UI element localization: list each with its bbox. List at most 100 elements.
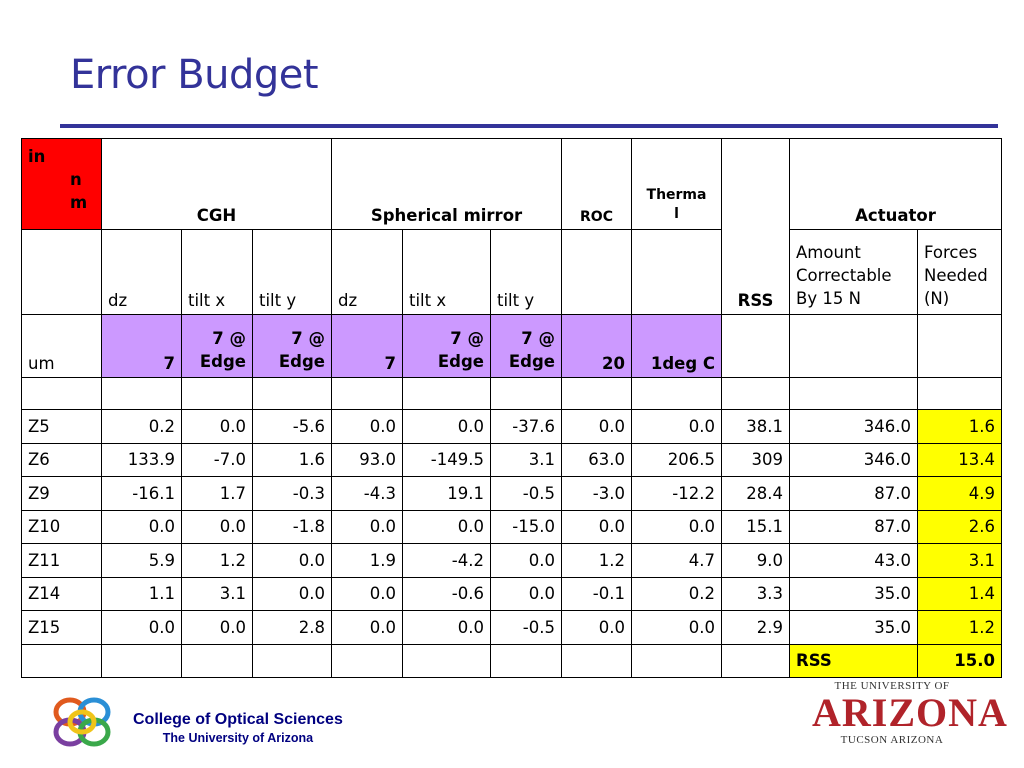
value-cell: 0.0: [331, 409, 403, 444]
value-cell: 309: [721, 442, 790, 477]
row-label: Z10: [21, 509, 102, 544]
total-rss-value: 15.0: [917, 643, 1002, 678]
value-cell: 0.0: [402, 409, 491, 444]
value-cell: 0.0: [331, 576, 403, 611]
forces-needed-cell: 4.9: [917, 476, 1002, 511]
value-cell: 206.5: [631, 442, 722, 477]
table-row: Z6 133.9 -7.0 1.6 93.0 -149.5 3.1 63.0 206.5 309 3…: [21, 442, 1002, 477]
value-cell: -0.5: [490, 610, 562, 645]
corner-n: n: [70, 170, 82, 190]
value-cell: 0.0: [402, 610, 491, 645]
value-cell: 0.2: [101, 409, 182, 444]
value-cell: -0.6: [402, 576, 491, 611]
table-row: Z9 -16.1 1.7 -0.3 -4.3 19.1 -0.5 -3.0 -12.2 28.4 8…: [21, 476, 1002, 511]
value-cell: 4.7: [631, 543, 722, 578]
actuator-header: Actuator: [789, 138, 1002, 230]
zernike-rows: Z5 0.2 0.0 -5.6 0.0 0.0 -37.6 0.0 0.0 38.1 346.0 1.…: [21, 409, 1002, 645]
value-cell: -0.1: [561, 576, 632, 611]
amount-correctable-header: Amount Correctable By 15 N: [789, 229, 918, 315]
sph-dz-header: dz: [331, 229, 403, 315]
value-cell: 35.0: [789, 610, 918, 645]
tol-roc: 20: [561, 314, 632, 378]
value-cell: 15.1: [721, 509, 790, 544]
row-label: Z11: [21, 543, 102, 578]
value-cell: 2.8: [252, 610, 332, 645]
value-cell: 3.1: [490, 442, 562, 477]
tolerance-row: um 7 7 @ Edge 7 @ Edge 7 7 @ Edge 7 @ Ed…: [21, 314, 1002, 378]
value-cell: 0.0: [631, 509, 722, 544]
value-cell: 0.0: [252, 543, 332, 578]
value-cell: 0.0: [101, 509, 182, 544]
table-row: Z15 0.0 0.0 2.8 0.0 0.0 -0.5 0.0 0.0 2.9 35.0 1.2: [21, 610, 1002, 645]
value-cell: 63.0: [561, 442, 632, 477]
sph-tilt-x-header: tilt x: [402, 229, 491, 315]
row-label: Z6: [21, 442, 102, 477]
forces-needed-cell: 1.6: [917, 409, 1002, 444]
value-cell: 0.0: [561, 409, 632, 444]
row-label: Z14: [21, 576, 102, 611]
ua-logo-main: ARIZONA: [812, 690, 1008, 735]
ua-logo-bottom: TUCSON ARIZONA: [840, 734, 944, 746]
value-cell: -15.0: [490, 509, 562, 544]
tol-sph-dz: 7: [331, 314, 403, 378]
table-row: Z10 0.0 0.0 -1.8 0.0 0.0 -15.0 0.0 0.0 15.1 87.0 2.…: [21, 509, 1002, 544]
value-cell: -4.2: [402, 543, 491, 578]
value-cell: 0.0: [561, 509, 632, 544]
value-cell: -37.6: [490, 409, 562, 444]
tol-rss-empty: [721, 314, 790, 378]
value-cell: 28.4: [721, 476, 790, 511]
roc-header: ROC: [561, 138, 632, 230]
value-cell: 3.1: [181, 576, 253, 611]
value-cell: 0.0: [181, 610, 253, 645]
value-cell: 43.0: [789, 543, 918, 578]
value-cell: -0.5: [490, 476, 562, 511]
header-row: in n m CGH Spherical mirror ROC Therma l…: [21, 138, 1002, 315]
value-cell: -4.3: [331, 476, 403, 511]
value-cell: 0.0: [252, 576, 332, 611]
university-of-arizona-logo: THE UNIVERSITY OF ARIZONA TUCSON ARIZONA: [812, 680, 1008, 746]
blank-row: [21, 377, 1002, 410]
value-cell: 0.0: [631, 409, 722, 444]
units-corner-cell: in n m: [21, 138, 102, 230]
optical-sciences-logo: [48, 692, 120, 760]
value-cell: 1.9: [331, 543, 403, 578]
slide-title: Error Budget: [70, 52, 319, 98]
value-cell: 0.0: [402, 509, 491, 544]
forces-needed-cell: 1.4: [917, 576, 1002, 611]
value-cell: 0.0: [331, 509, 403, 544]
value-cell: 346.0: [789, 442, 918, 477]
value-cell: 9.0: [721, 543, 790, 578]
tolerance-unit: um: [21, 314, 102, 378]
value-cell: 3.3: [721, 576, 790, 611]
tol-thermal: 1deg C: [631, 314, 722, 378]
value-cell: 1.1: [101, 576, 182, 611]
value-cell: -149.5: [402, 442, 491, 477]
value-cell: 1.2: [181, 543, 253, 578]
tol-cgh-tilt-y: 7 @ Edge: [252, 314, 332, 378]
value-cell: 5.9: [101, 543, 182, 578]
row-label: Z15: [21, 610, 102, 645]
tol-sph-tilt-x: 7 @ Edge: [402, 314, 491, 378]
roc-sub-empty: [561, 229, 632, 315]
row-label: Z9: [21, 476, 102, 511]
sph-tilt-y-header: tilt y: [490, 229, 562, 315]
value-cell: 19.1: [402, 476, 491, 511]
table-row: Z11 5.9 1.2 0.0 1.9 -4.2 0.0 1.2 4.7 9.0 43.0 3.1: [21, 543, 1002, 578]
tol-sph-tilt-y: 7 @ Edge: [490, 314, 562, 378]
value-cell: 0.0: [490, 543, 562, 578]
value-cell: -0.3: [252, 476, 332, 511]
forces-needed-header: Forces Needed (N): [917, 229, 1002, 315]
value-cell: 0.0: [561, 610, 632, 645]
value-cell: -12.2: [631, 476, 722, 511]
error-budget-table: in n m CGH Spherical mirror ROC Therma l…: [21, 138, 1002, 678]
college-name: College of Optical Sciences The Universi…: [133, 711, 343, 745]
value-cell: 0.0: [331, 610, 403, 645]
cgh-tilt-x-header: tilt x: [181, 229, 253, 315]
value-cell: 87.0: [789, 509, 918, 544]
total-rss-label: RSS: [789, 643, 918, 678]
title-divider: [60, 124, 998, 128]
tol-cgh-dz: 7: [101, 314, 182, 378]
corner-m: m: [70, 193, 88, 213]
tol-forces-empty: [917, 314, 1002, 378]
total-row: RSS 15.0: [21, 643, 1002, 678]
